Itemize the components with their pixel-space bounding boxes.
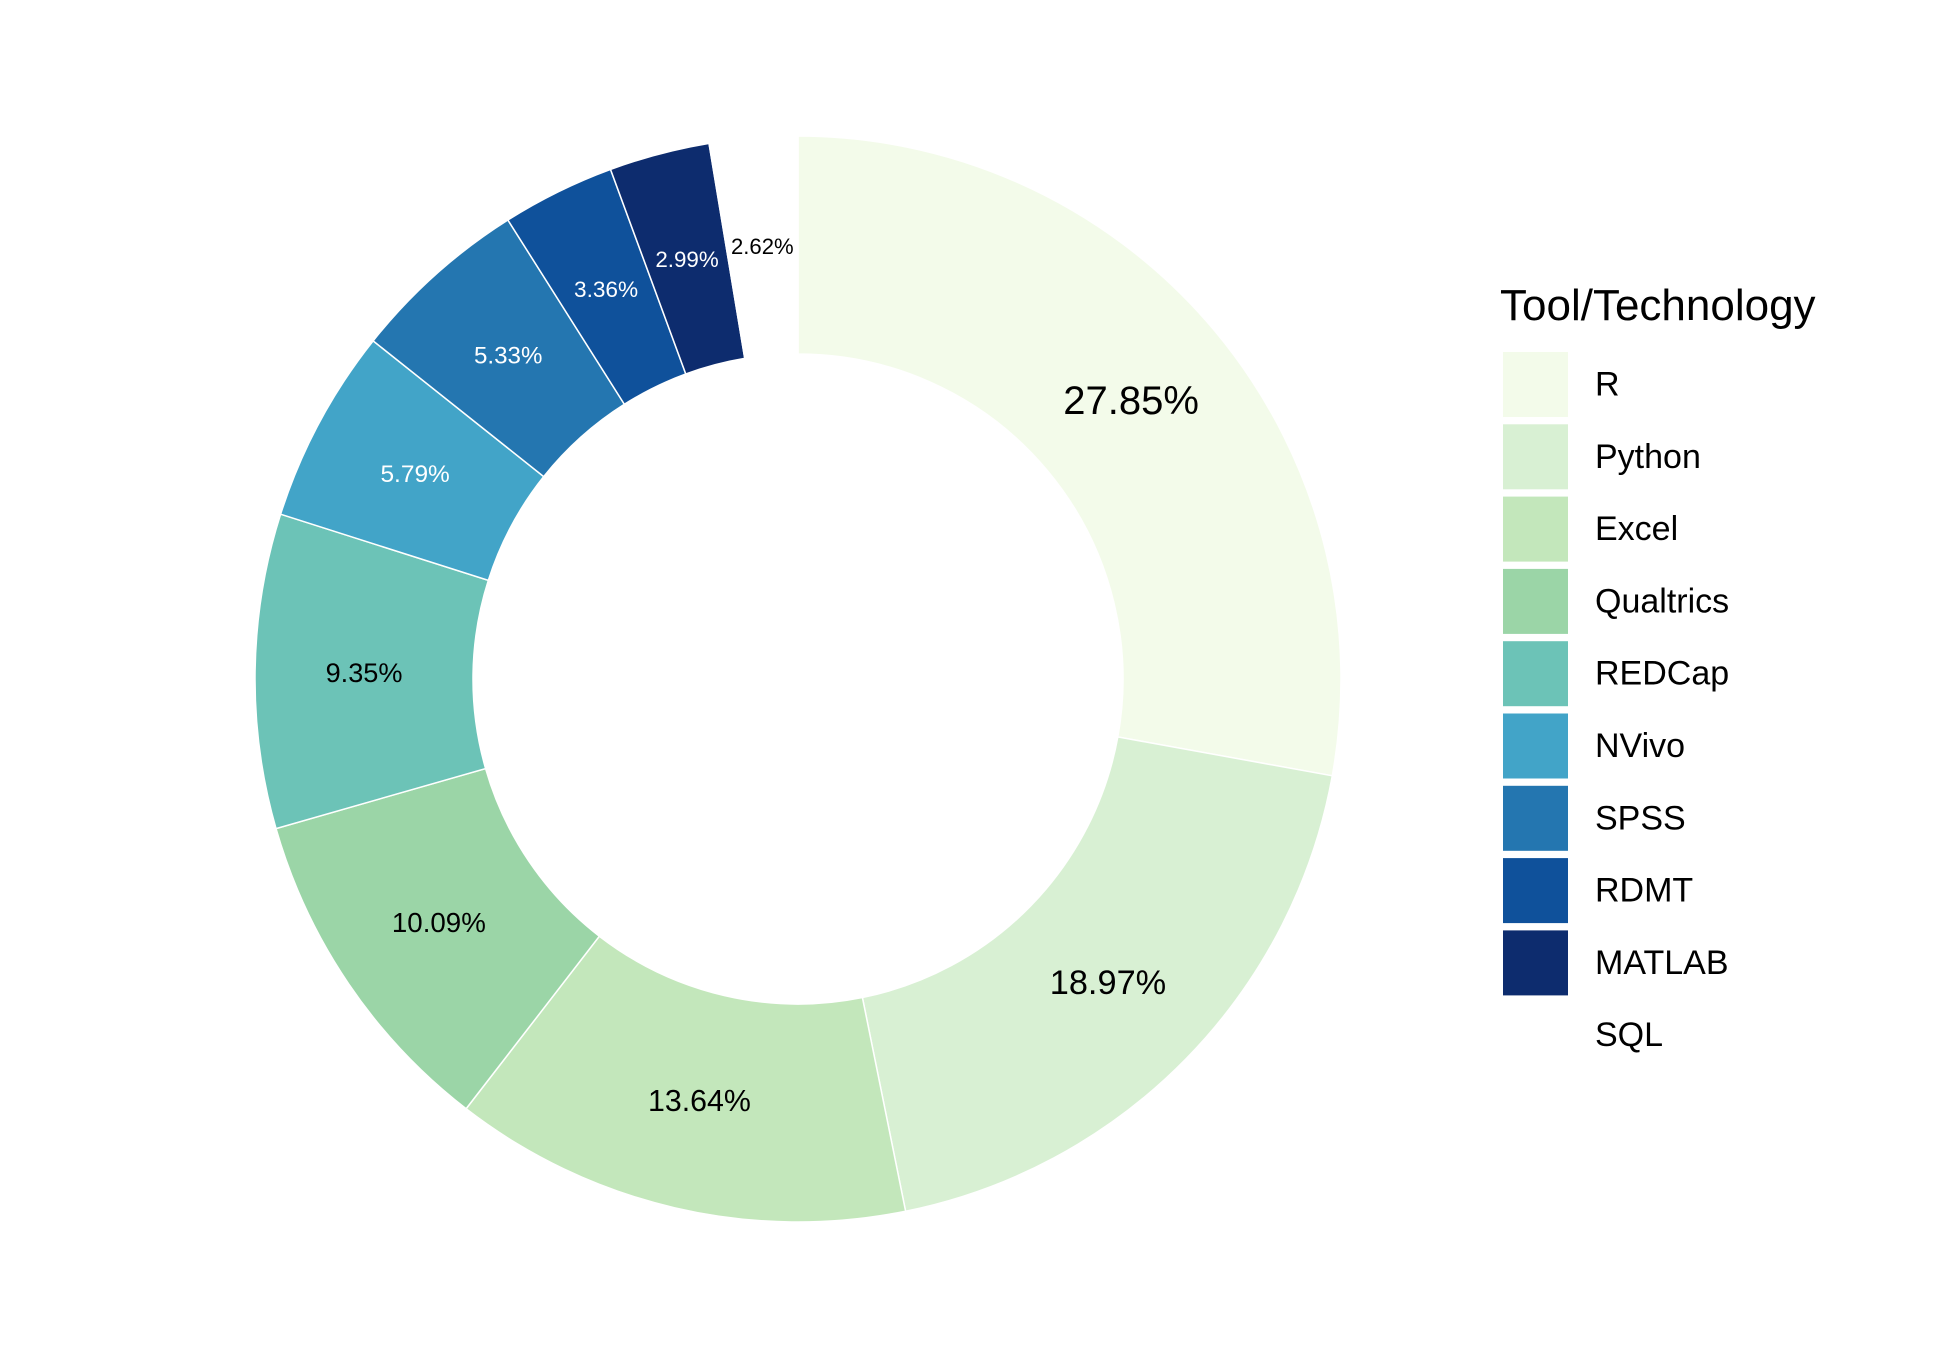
slice-label-matlab: 2.99% <box>655 247 719 272</box>
legend-swatch-rdmt <box>1503 858 1568 924</box>
legend-swatch-matlab <box>1503 930 1568 996</box>
legend-label-rdmt: RDMT <box>1595 872 1693 910</box>
donut-slices <box>254 135 1342 1223</box>
legend-label-redcap: REDCap <box>1595 655 1729 693</box>
legend-label-sql: SQL <box>1595 1016 1663 1054</box>
legend-label-spss: SPSS <box>1595 799 1686 837</box>
legend-label-python: Python <box>1595 438 1701 476</box>
slice-label-rdmt: 3.36% <box>574 277 638 302</box>
legend-swatch-spss <box>1503 785 1568 851</box>
legend: Tool/Technology R Python Excel Qualtrics RED… <box>1500 281 1816 1068</box>
legend-swatch-nvivo <box>1503 713 1568 779</box>
legend-swatch-qualtrics <box>1503 568 1568 634</box>
slice-label-qualtrics: 10.09% <box>392 907 486 938</box>
slice-python <box>861 736 1334 1213</box>
slice-label-python: 18.97% <box>1050 964 1166 1002</box>
legend-label-qualtrics: Qualtrics <box>1595 582 1729 620</box>
slice-r <box>797 135 1342 777</box>
legend-label-matlab: MATLAB <box>1595 944 1729 982</box>
legend-swatch-r <box>1503 352 1568 417</box>
legend-label-excel: Excel <box>1595 510 1678 548</box>
slice-labels: 27.85% 18.97% 13.64% 10.09% 9.35% 5.79% 5.33% 3… <box>326 234 1199 1118</box>
slice-excel <box>465 935 907 1223</box>
slice-label-sql: 2.62% <box>731 234 794 259</box>
legend-swatch-sql <box>1503 1002 1568 1068</box>
legend-swatch-excel <box>1503 496 1568 562</box>
slice-label-r: 27.85% <box>1063 379 1199 423</box>
legend-swatch-python <box>1503 424 1568 490</box>
slice-label-redcap: 9.35% <box>326 657 403 688</box>
slice-label-excel: 13.64% <box>648 1085 751 1118</box>
legend-title: Tool/Technology <box>1500 281 1816 330</box>
slice-label-spss: 5.33% <box>474 342 542 369</box>
legend-label-r: R <box>1595 366 1620 404</box>
slice-sql <box>708 135 799 360</box>
slice-label-nvivo: 5.79% <box>380 461 449 488</box>
legend-label-nvivo: NVivo <box>1595 727 1685 765</box>
legend-swatch-redcap <box>1503 641 1568 707</box>
